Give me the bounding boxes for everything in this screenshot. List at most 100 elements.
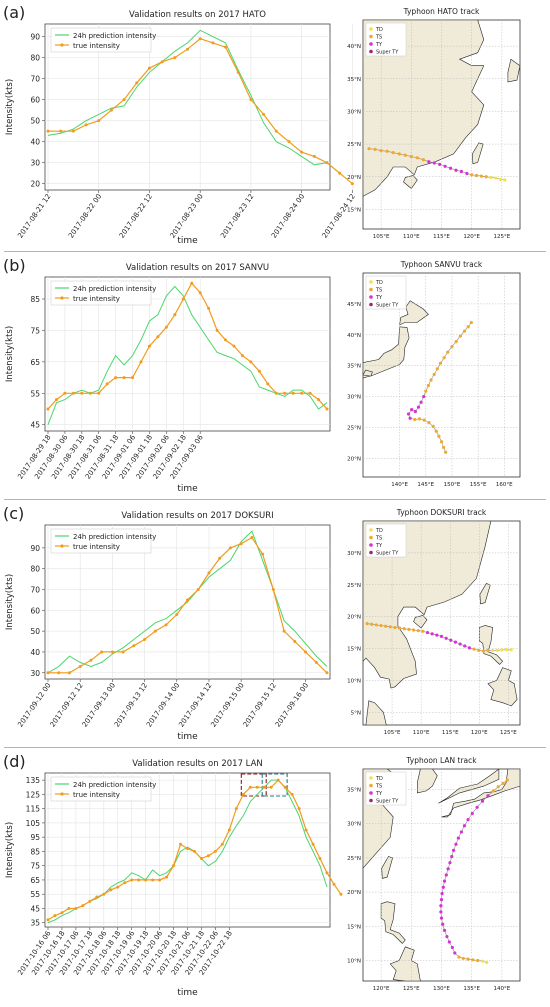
track-legend-label: TY [375,543,383,549]
track-point-ty [450,854,454,859]
track-point-ts [393,625,397,630]
legend-label-prediction: 24h prediction intensity [73,781,156,789]
track-point-td [494,176,498,180]
data-point-true [46,129,50,133]
legend-marker-true [60,296,64,300]
track-legend-marker [369,34,373,39]
data-point-true [234,807,238,811]
track-point-ts [438,361,443,365]
legend-box [50,280,152,306]
data-point-true [71,129,75,133]
data-point-true [109,108,113,112]
y-tick-label: 75 [30,862,40,871]
track-title: Typhoon DOKSURI track [396,508,487,517]
data-point-true [60,911,64,915]
track-point-ts [501,781,505,785]
x-tick-label: 2017-09-15 00 [210,682,246,729]
data-point-true [293,640,297,644]
track-point-ty [465,171,469,176]
data-point-true [308,391,312,395]
data-point-true [291,391,295,395]
data-point-true [207,571,211,575]
data-point-true [186,47,189,51]
land-polygon [403,175,418,189]
track-point-ty [430,632,434,636]
data-point-true [164,325,168,329]
data-point-true [46,918,50,922]
track-point-ty [444,636,448,640]
track-point-ty [419,400,423,404]
data-point-true [81,904,85,908]
data-point-true [311,842,315,846]
track-point-ts [484,175,488,179]
y-tick-label: 70 [30,586,40,595]
map-lon-label: 115°E [442,730,459,736]
track-point-td [495,648,499,653]
land-polygon [365,700,387,725]
track-point-ts [472,647,476,651]
track-point-td [509,648,513,652]
track-point-ts [391,150,395,155]
track-legend-label: TS [375,288,382,294]
map-lat-label: 40°N [347,333,361,339]
y-tick-label: 45 [30,904,40,913]
track-point-ts [441,445,446,449]
x-tick-label: 2017-09-16 00 [274,682,310,729]
y-tick-label: 35 [30,919,40,928]
data-point-true [186,847,189,851]
data-point-true [57,671,61,675]
x-tick-label: 2017-09-12 12 [49,682,85,729]
y-tick-label: 85 [30,295,40,304]
track-point-ty [416,405,421,409]
track-point-ty [432,161,436,165]
track-point-ty [445,934,449,939]
panel-c: (c) Validation results on 2017 DOKSURI 30 4… [0,501,550,747]
data-point-true [165,875,169,879]
track-point-ts [466,325,470,329]
track-point-ts [427,421,431,425]
x-tick-label: 2017-09-14 12 [177,682,213,729]
track-legend-marker [369,302,373,307]
track-point-ts [457,955,461,959]
track-point-ts [397,152,401,156]
data-point-true [199,857,203,861]
data-point-true [105,382,109,386]
data-point-true [257,369,261,373]
track-legend-marker [369,42,373,46]
legend-label-prediction: 24h prediction intensity [73,285,156,293]
data-point-true [110,650,114,654]
y-tick-label: 85 [30,847,40,856]
legend-label-prediction: 24h prediction intensity [73,533,156,541]
track-point-ty [427,160,431,164]
legend-marker-true [60,544,64,548]
track-point-ts [491,789,496,793]
track-point-ts [421,629,425,633]
panel-a: (a) Validation results on 2017 HATO 20 30 40… [0,0,550,251]
track-point-ts [365,622,369,626]
map-lon-label: 140°E [494,986,511,992]
track-point-ty [439,916,444,920]
map-lon-label: 160°E [496,482,513,488]
data-point-true [192,849,196,853]
data-point-true [114,376,118,380]
data-point-true [224,45,228,49]
data-point-true [250,535,254,539]
legend-box [50,27,152,53]
map-lat-label: 25°N [347,426,361,432]
data-point-true [151,878,155,882]
data-point-true [198,291,202,295]
track-legend-marker [369,280,373,284]
track-point-ts [417,417,422,421]
data-point-true [290,792,294,796]
y-tick-label: 55 [30,389,40,398]
track-point-ty [422,395,426,399]
y-tick-label: 40 [30,648,40,657]
track-point-ts [444,450,448,454]
data-point-true [206,854,210,858]
map-lon-label: 155°E [470,482,487,488]
map-lat-label: 25°N [347,142,361,148]
track-point-ts [462,329,467,333]
track-point-ty [448,166,453,170]
track-legend-marker [369,27,373,31]
data-point-true [156,335,160,339]
